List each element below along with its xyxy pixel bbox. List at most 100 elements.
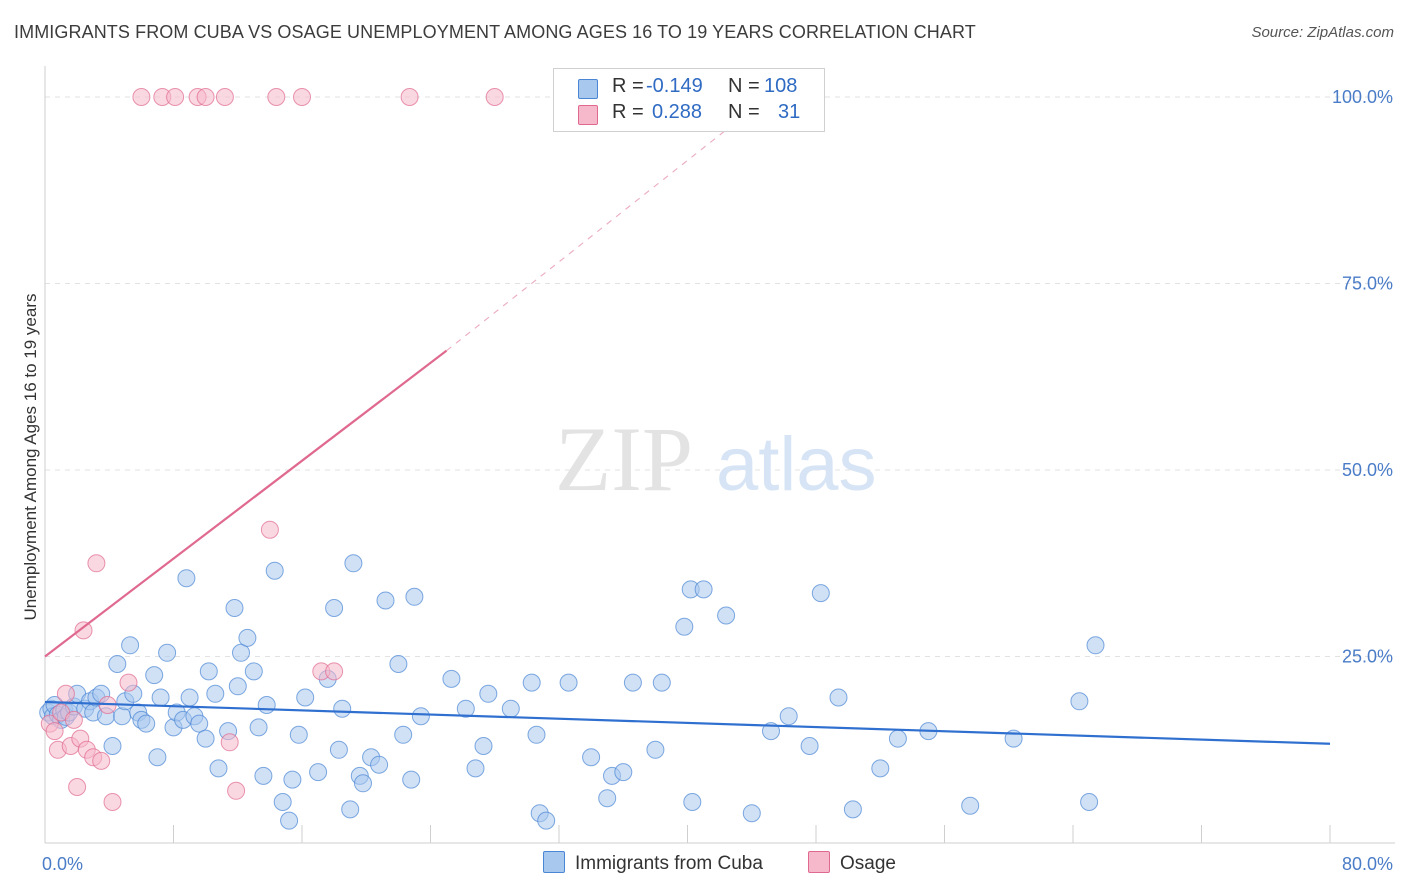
cuba-point bbox=[474, 737, 493, 755]
watermark-atlas: atlas bbox=[716, 422, 877, 507]
cuba-point bbox=[623, 673, 642, 692]
cuba-point bbox=[354, 774, 372, 793]
legend-swatch-cuba bbox=[578, 79, 598, 99]
cuba-point bbox=[888, 729, 907, 748]
osage-point bbox=[87, 554, 106, 573]
osage-point bbox=[196, 88, 215, 106]
cuba-point bbox=[871, 759, 890, 778]
cuba-point bbox=[598, 789, 617, 808]
cuba-point bbox=[225, 599, 244, 617]
y-tick-label: 50.0% bbox=[1342, 460, 1393, 480]
data-points bbox=[39, 88, 1105, 830]
watermark-zip: ZIP bbox=[555, 408, 693, 510]
y-tick-label: 25.0% bbox=[1342, 647, 1393, 667]
legend-n-value: 31 bbox=[778, 101, 801, 123]
cuba-point bbox=[717, 606, 736, 625]
cuba-point bbox=[280, 811, 299, 830]
osage-point bbox=[45, 722, 64, 741]
cuba-point bbox=[325, 599, 344, 617]
cuba-point bbox=[442, 669, 461, 688]
cuba-point bbox=[190, 714, 209, 733]
cuba-point bbox=[537, 811, 556, 830]
cuba-point bbox=[333, 699, 352, 718]
cuba-point bbox=[329, 740, 348, 759]
osage-point bbox=[119, 673, 138, 692]
osage-trend-extension bbox=[446, 96, 769, 352]
gridlines bbox=[45, 96, 1395, 657]
cuba-point bbox=[206, 684, 225, 703]
y-tick-label: 100.0% bbox=[1332, 87, 1393, 107]
cuba-point bbox=[121, 636, 140, 655]
x-tick-label: 0.0% bbox=[42, 854, 83, 874]
x-tick-label: 80.0% bbox=[1342, 854, 1393, 874]
osage-point bbox=[485, 88, 504, 106]
legend-n-value: 108 bbox=[764, 75, 798, 97]
cuba-point bbox=[501, 699, 520, 718]
cuba-point bbox=[113, 707, 132, 726]
cuba-point bbox=[180, 688, 199, 707]
cuba-point bbox=[683, 793, 702, 811]
cuba-point bbox=[1080, 793, 1099, 811]
cuba-point bbox=[1086, 636, 1105, 655]
correlation-legend: R = -0.149 N = 108 R = 0.288 N = 31 bbox=[553, 68, 825, 132]
legend-r-value: 0.288 bbox=[652, 101, 703, 123]
cuba-point bbox=[177, 569, 196, 588]
cuba-point bbox=[265, 561, 284, 580]
osage-point bbox=[215, 88, 234, 106]
cuba-point bbox=[646, 740, 665, 759]
series-swatch-cuba bbox=[543, 851, 565, 873]
cuba-point bbox=[296, 688, 315, 707]
cuba-point bbox=[559, 673, 578, 692]
legend-r-label: R = bbox=[612, 75, 644, 97]
y-tick-label: 75.0% bbox=[1342, 274, 1393, 294]
cuba-point bbox=[652, 673, 671, 692]
cuba-point bbox=[961, 796, 980, 815]
osage-point bbox=[400, 88, 419, 106]
osage-point bbox=[74, 621, 93, 640]
cuba-point bbox=[344, 554, 363, 573]
cuba-point bbox=[614, 763, 633, 782]
osage-point bbox=[56, 684, 75, 703]
cuba-point bbox=[232, 643, 250, 662]
cuba-point bbox=[273, 793, 292, 811]
cuba-point bbox=[151, 688, 170, 707]
osage-point bbox=[64, 710, 83, 729]
osage-trend-line bbox=[44, 349, 448, 658]
cuba-point bbox=[811, 584, 830, 603]
cuba-point bbox=[249, 718, 268, 737]
cuba-point bbox=[389, 655, 408, 673]
cuba-point bbox=[309, 763, 328, 782]
cuba-point bbox=[800, 737, 819, 755]
cuba-point bbox=[103, 737, 122, 755]
source-label: Source: ZipAtlas.com bbox=[1251, 24, 1394, 41]
cuba-point bbox=[145, 666, 164, 685]
legend-row-osage: R = 0.288 N = 31 bbox=[554, 101, 824, 129]
cuba-point bbox=[1070, 692, 1089, 711]
cuba-point bbox=[137, 714, 156, 733]
cuba-point bbox=[244, 662, 263, 681]
osage-point bbox=[227, 781, 246, 800]
cuba-point bbox=[370, 755, 389, 774]
osage-point bbox=[132, 88, 151, 106]
cuba-point bbox=[148, 748, 167, 767]
series-swatch-osage bbox=[808, 851, 830, 873]
cuba-point bbox=[582, 748, 601, 767]
series-label-cuba: Immigrants from Cuba bbox=[575, 853, 763, 874]
cuba-point bbox=[829, 688, 848, 707]
osage-point bbox=[92, 751, 111, 770]
series-legend-osage: Osage bbox=[808, 851, 896, 875]
osage-point bbox=[220, 733, 239, 752]
cuba-point bbox=[341, 800, 360, 819]
cuba-point bbox=[456, 699, 475, 718]
cuba-point bbox=[675, 617, 694, 636]
cuba-point bbox=[843, 800, 862, 819]
legend-swatch-osage bbox=[578, 105, 598, 125]
osage-point bbox=[166, 88, 185, 106]
legend-n-label: N = bbox=[728, 101, 760, 123]
osage-point bbox=[68, 778, 87, 796]
cuba-point bbox=[479, 684, 498, 703]
cuba-trend-line bbox=[44, 700, 1331, 745]
cuba-point bbox=[196, 729, 215, 748]
osage-point bbox=[293, 88, 311, 106]
cuba-point bbox=[108, 655, 127, 673]
